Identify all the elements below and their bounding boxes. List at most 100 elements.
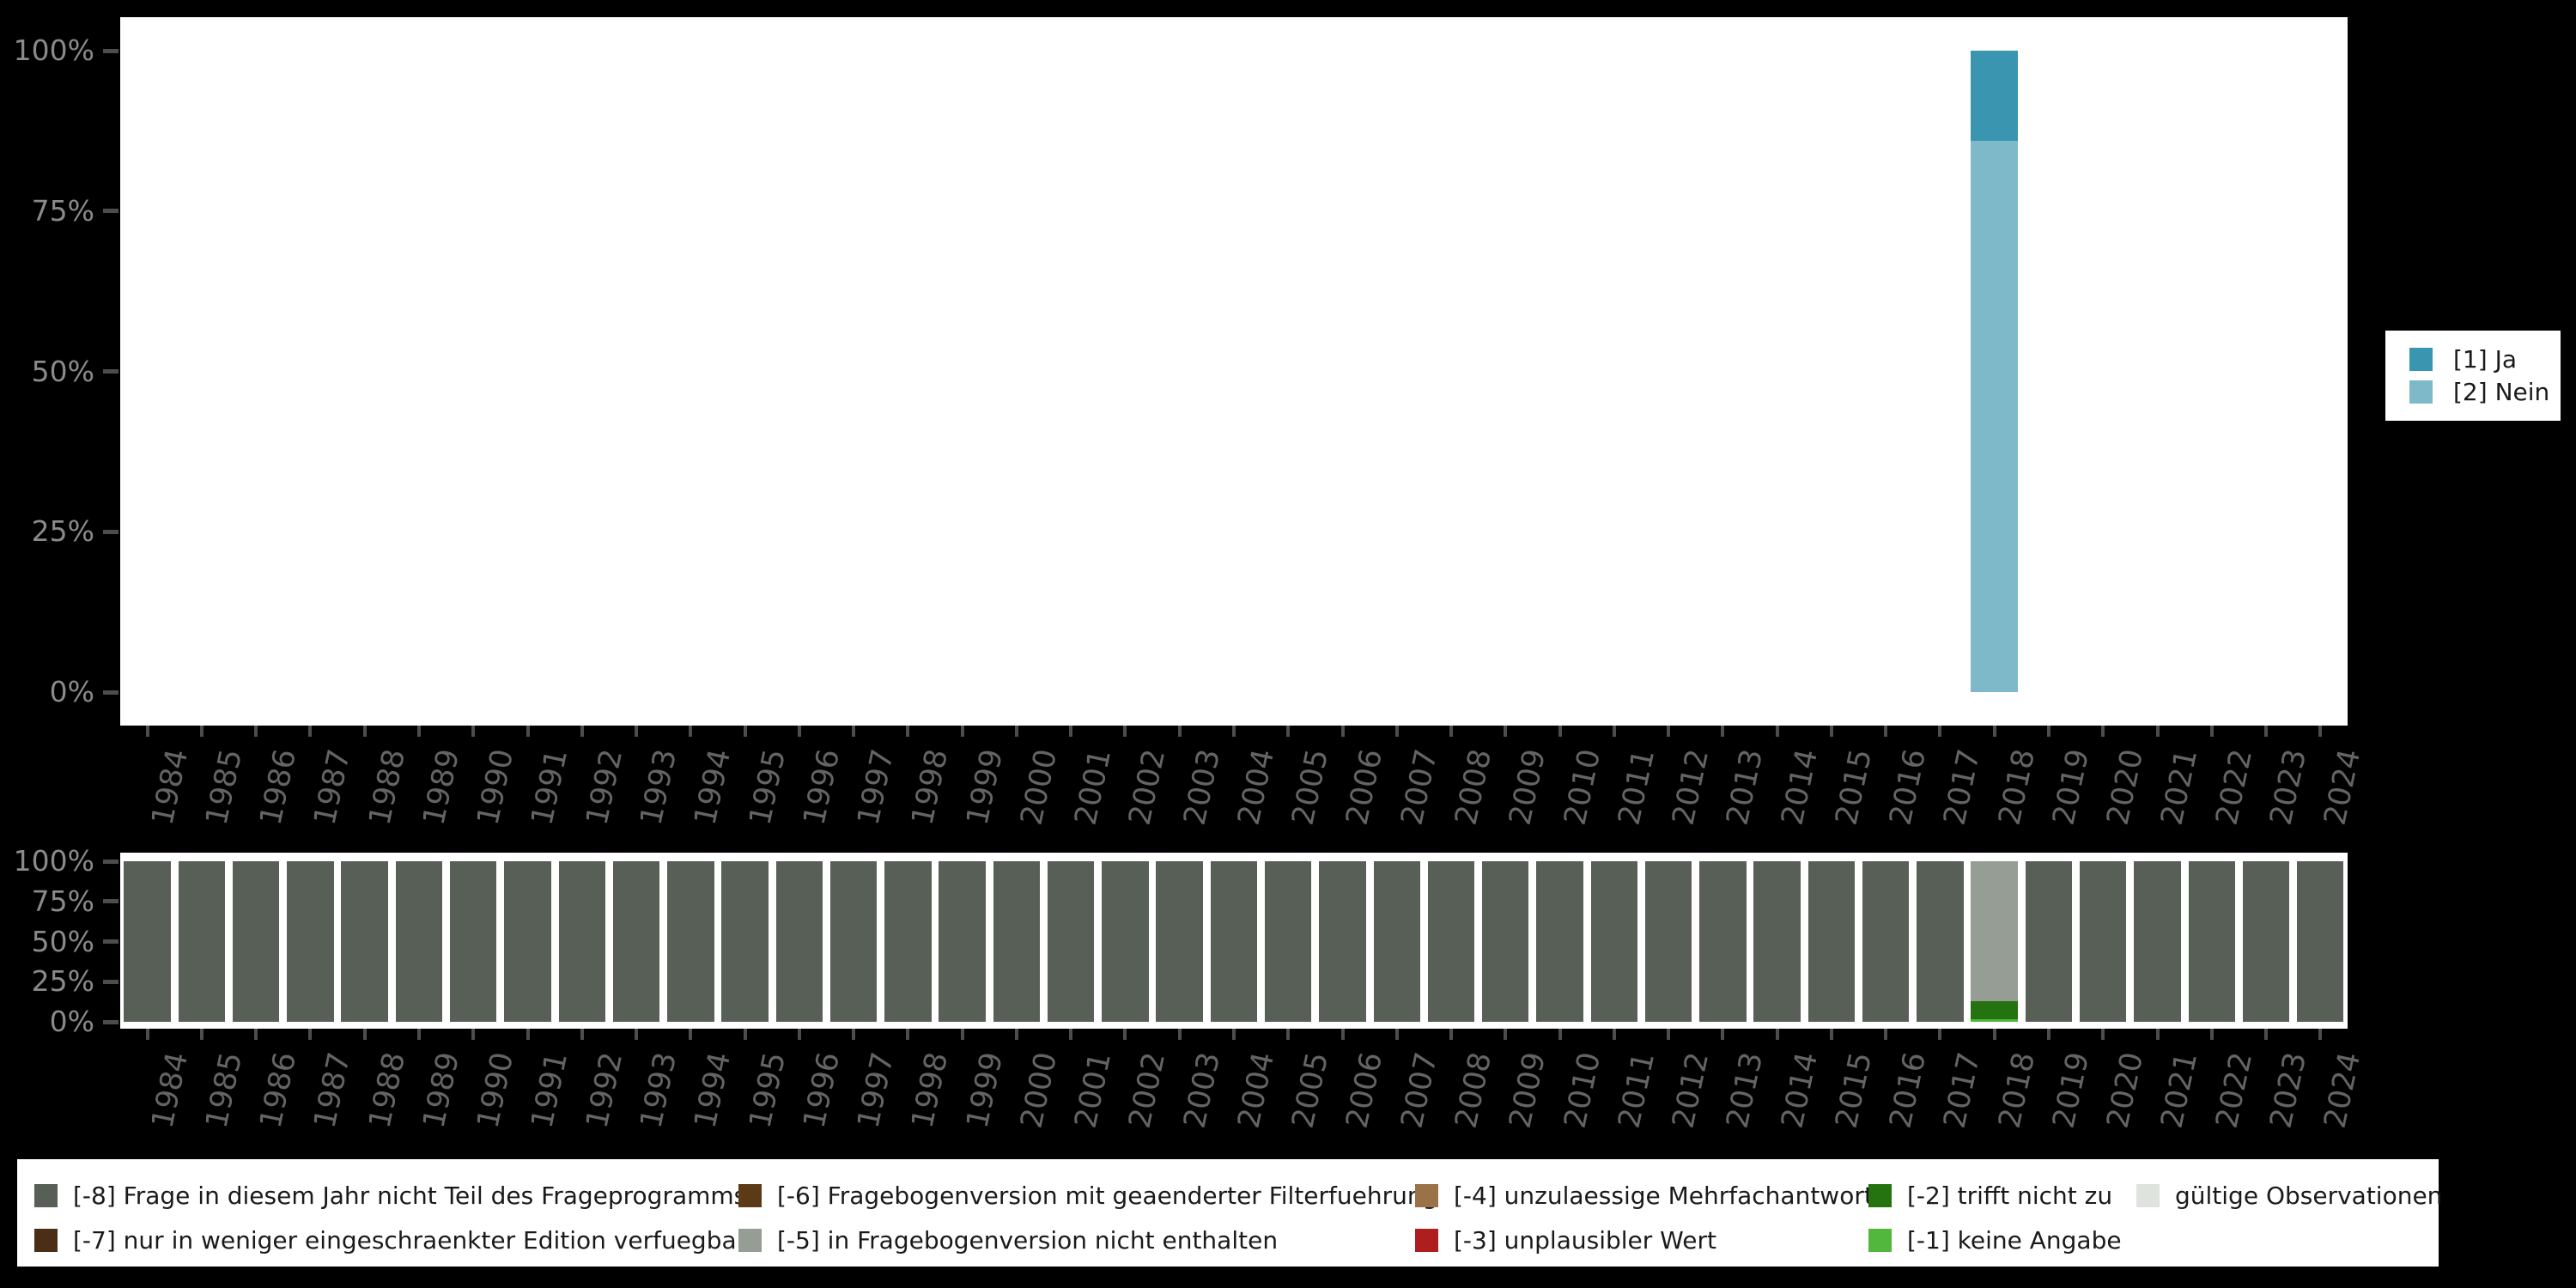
y-axis-percent-label: 25% [31, 964, 94, 999]
x-axis-tick [2155, 726, 2160, 737]
bar-segment [341, 861, 388, 1022]
x-axis-tick [1504, 1029, 1508, 1040]
x-axis-year-label: 2020 [2100, 1049, 2151, 1132]
bar-segment [1536, 861, 1583, 1022]
legend-color-swatch [1868, 1228, 1892, 1252]
x-axis-year-label: 1986 [253, 746, 304, 829]
bar-slot-2000 [989, 51, 1043, 692]
stacked-bar-2006 [1319, 861, 1366, 1022]
x-axis-year-label: 2012 [1666, 746, 1716, 829]
x-axis-year-label: 1992 [580, 746, 629, 829]
x-axis-tick [1286, 726, 1291, 737]
x-axis-year-label: 2019 [2046, 746, 2097, 829]
x-axis-year-label: 2011 [1612, 746, 1662, 829]
x-axis-tick [960, 726, 964, 737]
bar-slot-1998 [881, 861, 935, 1022]
bar-slot-2022 [2184, 861, 2239, 1022]
x-axis-tick [416, 726, 421, 737]
legend-item: [2] Nein [2409, 378, 2561, 406]
x-axis-year-label: 2016 [1883, 1049, 1934, 1132]
x-axis-tick [1829, 726, 1833, 737]
bar-segment [829, 861, 878, 1022]
x-axis-tick [2209, 1029, 2214, 1040]
bar-slot-2017 [1913, 51, 1967, 692]
x-axis-year-label: 2008 [1449, 746, 1499, 829]
bar-slot-1992 [555, 861, 609, 1022]
x-axis-year-label: 1995 [743, 746, 793, 829]
x-axis-year-label: 2023 [2263, 1049, 2314, 1132]
x-axis-tick [1558, 726, 1562, 737]
x-axis-tick [1394, 1029, 1399, 1040]
x-axis-tick [1014, 1029, 1018, 1040]
bar-slot-2010 [1533, 51, 1587, 692]
y-axis-tick [103, 1019, 118, 1024]
stacked-bar-2015 [1807, 861, 1856, 1022]
x-axis-tick [308, 1029, 313, 1040]
legend-item-label: [-4] unzulaessige Mehrfachantwort [1454, 1181, 1874, 1210]
bar-segment [1917, 861, 1964, 1022]
x-axis-year-label: 2017 [1937, 746, 1988, 829]
legend-color-swatch [738, 1228, 762, 1252]
bar-slot-1987 [283, 861, 337, 1022]
x-axis-tick [1232, 726, 1236, 737]
x-axis-tick [1721, 726, 1725, 737]
x-axis-tick [362, 726, 367, 737]
x-axis-tick [1504, 726, 1508, 737]
legend-item: [1] Ja [2409, 345, 2561, 374]
bar-segment [1265, 861, 1312, 1022]
x-axis-year-label: 2001 [1068, 746, 1119, 829]
bar-segment [2025, 861, 2073, 1022]
y-axis-percent-label: 25% [31, 514, 94, 549]
x-axis-tick [743, 1029, 747, 1040]
x-axis-year-label: 2021 [2155, 1049, 2205, 1132]
y-axis-tick [103, 369, 118, 374]
x-axis-year-label: 2003 [1177, 1049, 1227, 1132]
x-axis-year-label: 2015 [1829, 746, 1880, 829]
bar-slot-1998 [881, 51, 935, 692]
x-axis-year-label: 1991 [525, 746, 575, 829]
x-axis-year-label: 1989 [416, 746, 467, 829]
x-axis-year-label: 2002 [1122, 746, 1173, 829]
bar-slot-2011 [1587, 861, 1641, 1022]
x-axis-year-label: 2014 [1775, 1049, 1825, 1132]
bar-slot-2003 [1152, 51, 1206, 692]
x-axis-year-label: 1998 [905, 746, 956, 829]
bar-slot-2008 [1424, 51, 1478, 692]
y-axis-percent-label: 0% [49, 1005, 94, 1038]
bar-slot-1993 [609, 51, 663, 692]
x-axis-year-label: 2004 [1231, 1049, 1282, 1132]
legend-item-label: [-8] Frage in diesem Jahr nicht Teil des… [73, 1181, 747, 1210]
x-axis-tick [1177, 726, 1182, 737]
x-axis-year-label: 2009 [1503, 746, 1553, 829]
x-axis-year-label: 2012 [1666, 1049, 1716, 1132]
legend-color-swatch [2136, 1183, 2160, 1207]
legend-item: [-1] keine Angabe [1868, 1218, 2122, 1262]
x-axis-tick [254, 1029, 258, 1040]
stacked-bar-1989 [395, 861, 443, 1022]
x-axis-year-label: 2001 [1068, 1049, 1119, 1132]
bar-slot-1986 [229, 51, 283, 692]
bar-slot-2001 [1044, 861, 1098, 1022]
x-axis-tick [308, 726, 313, 737]
x-axis-tick [2209, 726, 2214, 737]
missings-chart-plot-area [120, 853, 2348, 1029]
bar-slot-1985 [174, 51, 228, 692]
x-axis-year-label: 1997 [851, 1049, 902, 1132]
x-axis-tick [743, 726, 747, 737]
bar-slot-2005 [1261, 51, 1315, 692]
bar-segment [1482, 861, 1529, 1022]
bar-slot-2007 [1370, 51, 1424, 692]
bar-slot-2019 [2021, 861, 2075, 1022]
y-axis-percent-label: 75% [31, 884, 94, 918]
x-axis-tick [416, 1029, 421, 1040]
bar-slot-1991 [501, 861, 555, 1022]
bar-segment [2134, 861, 2181, 1022]
bar-slot-1994 [664, 51, 718, 692]
bar-slot-1997 [826, 51, 880, 692]
x-axis-year-label: 1996 [797, 746, 847, 829]
x-axis-year-label: 2022 [2209, 746, 2259, 829]
bar-slot-2011 [1587, 51, 1641, 692]
y-axis-percent-label: 100% [13, 33, 94, 67]
stacked-bar-2010 [1536, 861, 1583, 1022]
x-axis-tick [2101, 726, 2105, 737]
